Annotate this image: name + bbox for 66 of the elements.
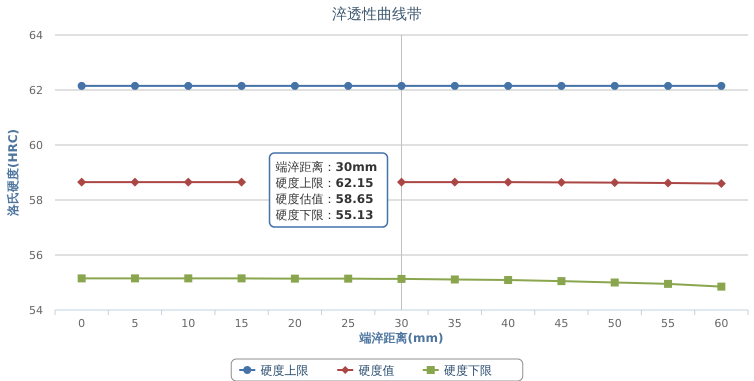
point — [130, 82, 139, 90]
x-tick-label: 60 — [714, 317, 728, 330]
x-tick-label: 25 — [341, 317, 356, 330]
point — [664, 178, 673, 188]
point — [610, 178, 620, 188]
point — [450, 82, 459, 90]
point — [556, 178, 566, 187]
y-tick-label: 60 — [29, 139, 43, 152]
point — [557, 82, 566, 90]
y-axis-title: 洛氏硬度(HRC) — [6, 128, 20, 218]
point — [504, 178, 513, 187]
point — [504, 276, 512, 284]
point — [450, 178, 460, 187]
x-axis-title: 端淬距离(mm) — [358, 331, 444, 345]
y-tick-label: 58 — [29, 194, 43, 207]
point — [290, 274, 299, 283]
point — [184, 178, 193, 187]
point — [130, 178, 140, 187]
x-tick-label: 50 — [608, 317, 622, 330]
y-tick-label: 54 — [29, 304, 43, 317]
point — [717, 282, 726, 291]
y-tick-label: 64 — [29, 29, 43, 42]
x-tick-label: 35 — [448, 317, 462, 330]
x-tick-label: 5 — [131, 317, 138, 330]
x-tick-label: 15 — [234, 317, 249, 330]
x-tick-label: 40 — [501, 317, 516, 330]
point — [238, 274, 246, 282]
point — [610, 278, 619, 286]
point — [78, 82, 86, 90]
point — [344, 274, 352, 283]
point — [344, 82, 352, 90]
legend-label: 硬度值 — [358, 364, 394, 378]
point — [716, 179, 726, 188]
point — [238, 82, 246, 90]
point — [398, 82, 406, 90]
point — [664, 280, 672, 288]
x-tick-label: 55 — [661, 317, 676, 330]
point — [237, 178, 246, 187]
annotation: 硬度下限：55.13 — [276, 208, 374, 222]
legend-label: 硬度下限 — [444, 364, 492, 378]
y-tick-label: 62 — [29, 84, 43, 97]
point — [184, 82, 192, 90]
point — [717, 82, 726, 90]
point — [398, 274, 406, 283]
point — [557, 277, 566, 286]
point — [130, 274, 139, 282]
annotation: 硬度上限：62.15 — [276, 176, 374, 190]
point — [78, 274, 86, 282]
chart-title: 淬透性曲线带 — [332, 5, 422, 23]
point — [397, 178, 406, 187]
point — [664, 82, 672, 90]
point — [184, 274, 192, 282]
point — [290, 82, 299, 90]
x-tick-label: 20 — [288, 317, 302, 330]
annotation: 硬度估值：58.65 — [276, 192, 374, 206]
point — [77, 178, 86, 187]
x-tick-label: 0 — [78, 317, 86, 330]
legend-label: 硬度上限 — [260, 364, 308, 378]
point — [450, 275, 459, 284]
x-tick-label: 10 — [181, 317, 196, 330]
annotation: 端淬距离：30mm — [276, 160, 378, 174]
y-tick-label: 56 — [29, 249, 43, 262]
x-tick-label: 30 — [394, 317, 408, 330]
point — [504, 82, 512, 90]
x-tick-label: 45 — [554, 317, 568, 330]
point — [610, 82, 619, 90]
